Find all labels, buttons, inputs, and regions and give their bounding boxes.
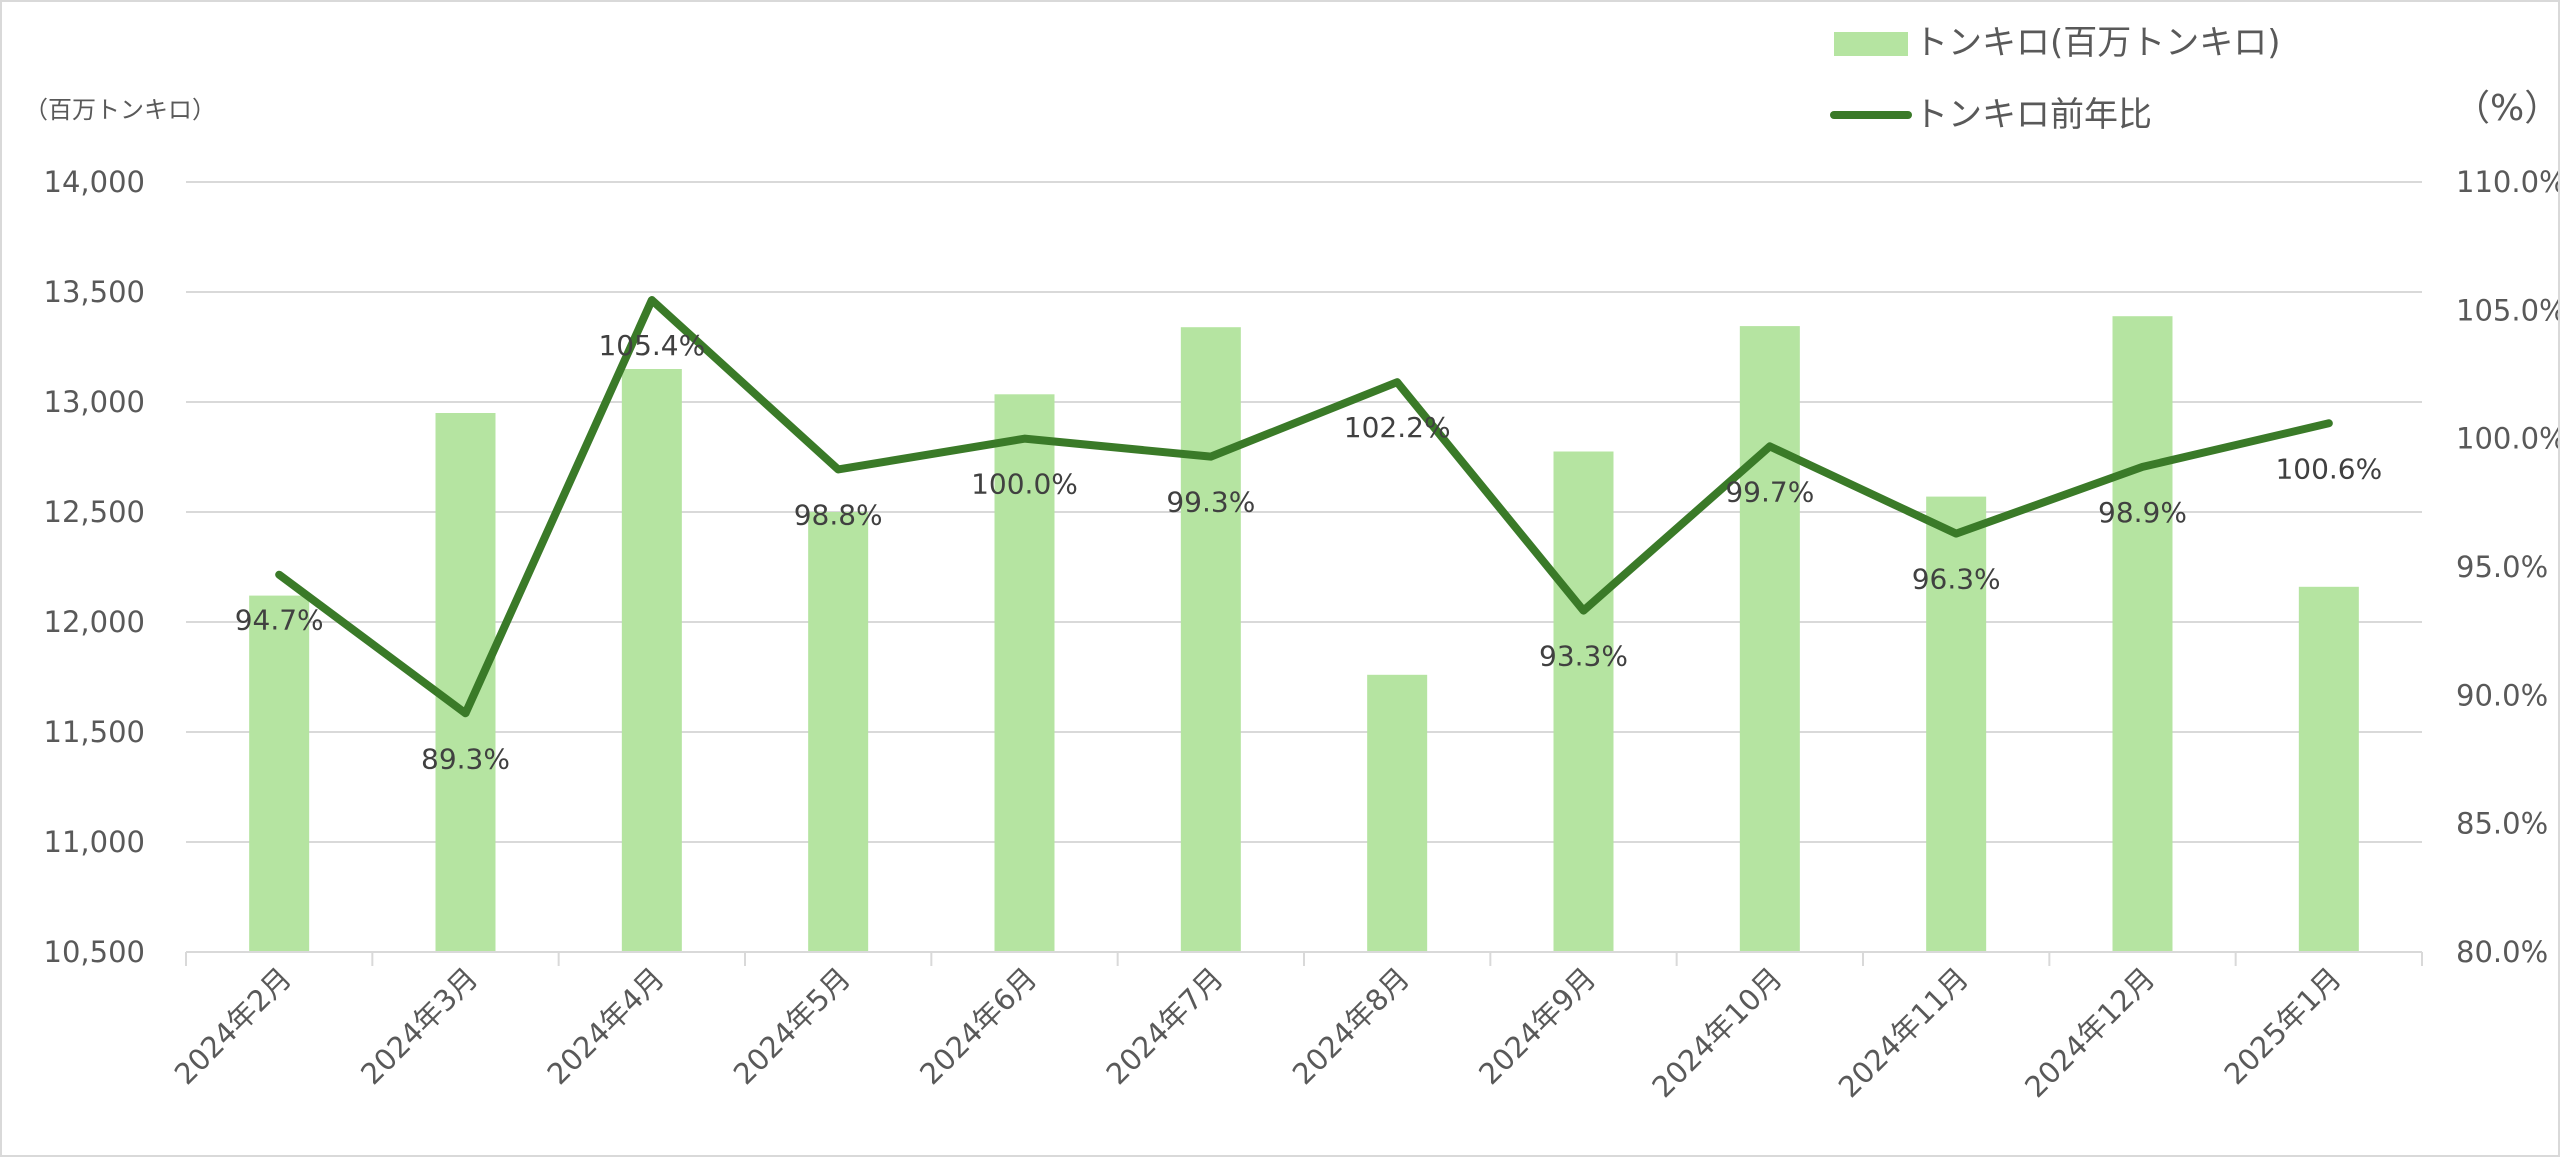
left-axis-tick-label: 14,000 [44,165,145,199]
x-axis-tick-label: 2024年11月 [1832,961,1975,1104]
line-data-label: 105.4% [598,329,705,362]
right-axis-tick-label: 90.0% [2456,678,2548,712]
right-axis-tick-label: 100.0% [2456,422,2558,456]
x-axis-ticks: 2024年2月 2024年3月 2024年4月 2024年5月 2024年6月 2024年… [168,961,2348,1104]
line-data-label: 89.3% [421,742,510,775]
x-axis-tick-label: 2024年5月 [727,961,857,1091]
x-axis-tick-label: 2024年10月 [1645,961,1788,1104]
bar [1180,327,1241,952]
legend-bar-label: トンキロ(百万トンキロ) [1914,23,2281,63]
bar [1926,496,1987,952]
legend-bar-swatch [1834,32,1908,56]
line-data-label: 99.3% [1166,486,1255,519]
left-axis-tick-label: 13,500 [44,275,145,309]
bar-series [249,316,2359,953]
right-axis-tick-label: 85.0% [2456,807,2548,841]
bar [2112,316,2173,952]
legend: トンキロ(百万トンキロ) トンキロ前年比 [1830,23,2281,135]
right-axis-tick-label: 110.0% [2456,165,2558,199]
line-data-label: 94.7% [235,604,324,637]
right-axis-tick-label: 105.0% [2456,293,2558,327]
left-axis-tick-label: 13,000 [44,385,145,419]
left-axis-ticks: 10,500 11,000 11,500 12,000 12,500 13,000 13,5… [44,165,145,969]
right-axis-ticks: 80.0% 85.0% 90.0% 95.0% 100.0% 105.0% 110.0% [2456,165,2558,969]
right-axis-unit-label: （%） [2454,88,2558,129]
line-data-label: 93.3% [1539,640,1628,673]
bar [1739,326,1800,953]
left-axis-tick-label: 12,000 [44,605,145,639]
left-axis-tick-label: 11,000 [44,825,145,859]
legend-line-label: トンキロ前年比 [1914,95,2152,135]
x-axis-tick-label: 2024年2月 [168,961,298,1091]
x-axis-tick-label: 2024年9月 [1472,961,1602,1091]
line-series [275,296,2333,718]
line-data-label: 100.6% [2275,452,2382,485]
bar [1367,674,1428,952]
left-axis-tick-label: 10,500 [44,935,145,969]
bar [1553,451,1614,952]
bar [435,413,496,952]
line-data-label: 98.9% [2098,496,2187,529]
axes [185,951,2423,966]
right-axis-tick-label: 80.0% [2456,935,2548,969]
x-axis-tick-label: 2024年8月 [1286,961,1416,1091]
line-data-label: 99.7% [1725,475,1814,508]
right-axis-tick-label: 95.0% [2456,550,2548,584]
x-axis-tick-label: 2025年1月 [2217,961,2347,1091]
left-axis-unit-label: （百万トンキロ） [24,96,216,124]
line-data-label: 96.3% [1912,563,2001,596]
gridlines [186,181,2422,843]
x-axis-tick-label: 2024年3月 [354,961,484,1091]
bar [994,394,1055,952]
left-axis-tick-label: 11,500 [44,715,145,749]
line-data-labels: 94.7% 89.3% 105.4% 98.8% 100.0% 99.3% 102.2% 93… [235,329,2383,775]
bar [808,512,869,952]
x-axis-tick-label: 2024年6月 [913,961,1043,1091]
line-data-label: 98.8% [794,498,883,531]
left-axis-tick-label: 12,500 [44,495,145,529]
yoy-line [275,296,2333,718]
x-axis-tick-label: 2024年4月 [540,961,670,1091]
bar [249,595,310,952]
bar [621,369,682,952]
x-axis-tick-label: 2024年7月 [1099,961,1229,1091]
line-data-label: 100.0% [971,468,1078,501]
line-data-label: 102.2% [1344,411,1451,444]
x-axis-tick-label: 2024年12月 [2018,961,2161,1104]
bar [2298,586,2359,952]
